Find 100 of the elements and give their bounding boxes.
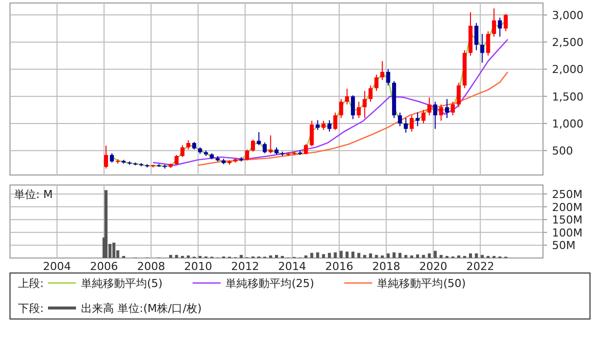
- candlestick: [374, 74, 378, 92]
- bar: [334, 252, 337, 258]
- bar: [404, 254, 408, 258]
- bar: [468, 253, 472, 258]
- candlestick: [327, 120, 332, 132]
- bar: [422, 254, 425, 258]
- candlestick: [362, 90, 367, 119]
- candlestick: [339, 98, 344, 119]
- x-tick-label: 2012: [231, 260, 260, 273]
- x-tick-label: 2018: [372, 260, 400, 273]
- candlestick: [368, 84, 373, 102]
- bar: [275, 254, 278, 258]
- legend-label: 出来高 単位:(M株/口/枚): [81, 302, 202, 315]
- candlestick: [474, 22, 478, 51]
- candlestick: [456, 82, 461, 108]
- bar: [304, 255, 308, 258]
- candlestick: [486, 30, 490, 56]
- bar: [434, 250, 437, 258]
- legend-label: 単純移動平均(50): [377, 277, 466, 290]
- candlestick: [256, 132, 261, 146]
- y-tick-label: 50M: [552, 239, 576, 252]
- y-tick-label: 2,000: [552, 63, 584, 76]
- candlestick: [404, 118, 408, 134]
- bar: [386, 253, 390, 258]
- y-tick-label: 3,000: [552, 8, 584, 22]
- candlestick: [416, 112, 420, 127]
- bar: [474, 253, 478, 258]
- legend-label: 単純移動平均(25): [226, 277, 314, 290]
- y-tick-label: 150M: [552, 214, 582, 227]
- bar: [169, 254, 172, 258]
- x-tick-label: 2022: [466, 260, 494, 273]
- bar: [322, 254, 326, 258]
- bar: [346, 252, 349, 258]
- candlestick: [104, 145, 108, 169]
- candlestick: [304, 144, 308, 155]
- candlestick: [480, 33, 484, 64]
- bar: [104, 190, 108, 258]
- candlestick: [345, 88, 350, 105]
- candlestick: [245, 149, 250, 161]
- y-tick-label: 1,500: [552, 90, 584, 104]
- candlestick: [492, 8, 496, 38]
- legend-title: 上段:: [18, 277, 44, 290]
- candlestick: [386, 68, 390, 86]
- candlestick: [250, 139, 255, 152]
- candlestick: [110, 152, 114, 164]
- x-tick-label: 2006: [90, 260, 118, 273]
- legend-title: 下段:: [18, 302, 44, 315]
- candlestick: [262, 142, 267, 154]
- candlestick: [310, 120, 314, 147]
- bar: [369, 253, 372, 258]
- bar: [269, 255, 272, 258]
- candlestick: [504, 13, 508, 32]
- bar: [440, 254, 443, 258]
- candlestick: [350, 94, 355, 120]
- y-tick-label: 200M: [552, 200, 582, 214]
- candlestick: [398, 112, 402, 127]
- y-tick-label: 100M: [552, 226, 582, 240]
- bar: [363, 254, 366, 258]
- candlestick: [268, 134, 273, 154]
- candlestick: [333, 112, 338, 130]
- candlestick: [498, 17, 502, 38]
- candlestick: [439, 104, 444, 122]
- y-tick-label: 500: [552, 144, 573, 158]
- bar: [328, 252, 331, 258]
- bar: [240, 254, 243, 258]
- y-tick-label: 2,500: [552, 36, 584, 50]
- candlestick: [427, 96, 432, 116]
- annotation: 単位: M: [14, 188, 53, 201]
- x-tick-label: 2020: [419, 260, 448, 273]
- bar: [428, 253, 431, 258]
- bar: [186, 255, 190, 258]
- y-tick-label: 1,000: [552, 117, 584, 130]
- candlestick: [186, 140, 190, 150]
- candlestick: [356, 101, 361, 119]
- x-tick-label: 2016: [325, 260, 354, 273]
- candlestick: [174, 154, 179, 166]
- candlestick: [180, 144, 184, 158]
- candlestick: [380, 60, 384, 81]
- bar: [316, 252, 320, 258]
- x-tick-label: 2004: [43, 260, 72, 273]
- bar: [374, 254, 378, 258]
- candlestick: [444, 98, 449, 119]
- x-tick-label: 2010: [184, 260, 212, 273]
- bar: [398, 252, 402, 258]
- bar: [480, 254, 484, 258]
- candlestick: [433, 101, 438, 130]
- candlestick: [450, 101, 455, 116]
- bar: [410, 255, 414, 258]
- bar: [357, 252, 360, 258]
- candlestick: [421, 109, 426, 124]
- y-tick-label: 250M: [552, 188, 582, 201]
- x-tick-label: 2014: [278, 260, 306, 273]
- candlestick: [322, 120, 326, 130]
- bar: [380, 255, 384, 258]
- bar: [112, 242, 116, 258]
- bar: [175, 254, 178, 258]
- candlestick: [410, 114, 414, 132]
- bar: [457, 255, 460, 258]
- bar: [416, 254, 420, 258]
- bar: [392, 252, 396, 258]
